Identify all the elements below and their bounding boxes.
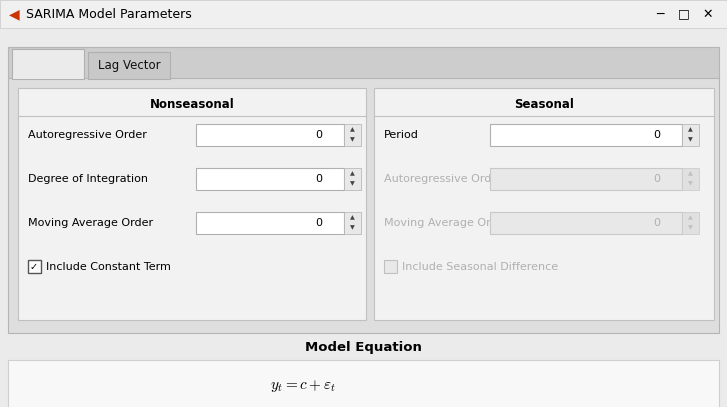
Bar: [344, 124, 361, 146]
Bar: [28, 260, 41, 273]
Bar: [490, 124, 682, 146]
Text: Seasonal: Seasonal: [514, 98, 574, 110]
Text: ─: ─: [656, 7, 664, 20]
Text: □: □: [678, 7, 690, 20]
Bar: [0, 0, 727, 28]
Bar: [682, 212, 699, 234]
Text: SARIMA Model Parameters: SARIMA Model Parameters: [26, 7, 192, 20]
Text: ▼: ▼: [688, 182, 692, 186]
Text: ▲: ▲: [688, 171, 692, 177]
Bar: [682, 124, 699, 146]
Text: 0: 0: [315, 174, 322, 184]
Bar: [18, 88, 366, 320]
Bar: [196, 168, 344, 190]
Bar: [196, 212, 344, 234]
Bar: [8, 78, 719, 333]
Text: Moving Average Order: Moving Average Order: [384, 218, 509, 228]
Text: ▼: ▼: [350, 182, 354, 186]
Bar: [0, 28, 727, 47]
Bar: [344, 168, 361, 190]
Bar: [384, 260, 397, 273]
Text: Degree of Integration: Degree of Integration: [28, 174, 148, 184]
Text: Include Constant Term: Include Constant Term: [46, 262, 171, 272]
Text: Period: Period: [384, 130, 419, 140]
Text: ▲: ▲: [350, 215, 354, 221]
Text: Include Seasonal Difference: Include Seasonal Difference: [402, 262, 558, 272]
Text: ▲: ▲: [688, 127, 692, 133]
Text: Lag Order: Lag Order: [19, 57, 77, 70]
Text: Nonseasonal: Nonseasonal: [150, 98, 234, 110]
Bar: [374, 88, 714, 320]
Bar: [196, 124, 344, 146]
Text: ▼: ▼: [688, 225, 692, 230]
Text: ▲: ▲: [350, 171, 354, 177]
Bar: [8, 360, 719, 407]
Bar: [682, 168, 699, 190]
Text: Autoregressive Order: Autoregressive Order: [384, 174, 503, 184]
Bar: [12, 49, 84, 79]
Text: ✓: ✓: [30, 262, 38, 272]
Bar: [490, 168, 682, 190]
Text: ▼: ▼: [350, 225, 354, 230]
Text: Autoregressive Order: Autoregressive Order: [28, 130, 147, 140]
Text: ▲: ▲: [350, 127, 354, 133]
Text: ◀: ◀: [9, 7, 20, 21]
Text: 0: 0: [653, 174, 660, 184]
Text: 0: 0: [315, 130, 322, 140]
Text: Moving Average Order: Moving Average Order: [28, 218, 153, 228]
Text: Model Equation: Model Equation: [305, 341, 422, 354]
Bar: [490, 212, 682, 234]
Text: Lag Vector: Lag Vector: [97, 59, 161, 72]
Bar: [88, 52, 170, 79]
Text: 0: 0: [653, 218, 660, 228]
Text: ▼: ▼: [350, 138, 354, 142]
Text: ▲: ▲: [688, 215, 692, 221]
Bar: [344, 212, 361, 234]
Text: 0: 0: [653, 130, 660, 140]
Bar: [8, 47, 719, 79]
Text: $y_t = c + \varepsilon_t$: $y_t = c + \varepsilon_t$: [270, 378, 336, 394]
Text: ▼: ▼: [688, 138, 692, 142]
Text: ✕: ✕: [703, 7, 713, 20]
Bar: [13, 77, 83, 79]
Text: 0: 0: [315, 218, 322, 228]
